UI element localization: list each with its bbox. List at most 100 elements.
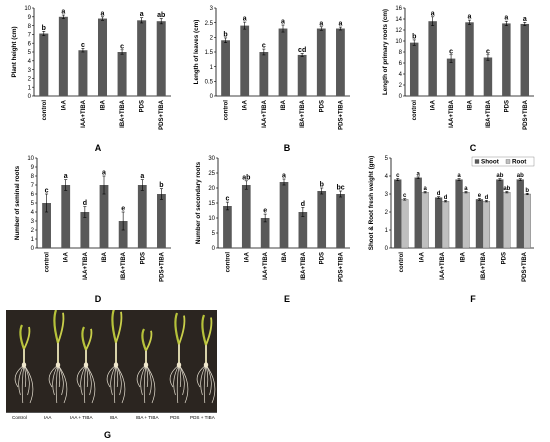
- photo-label: IAA + TIBA: [70, 415, 93, 420]
- panel-letter: B: [284, 143, 291, 153]
- seed: [143, 362, 149, 368]
- seedling-root: [178, 364, 189, 404]
- significance-letter: b: [223, 31, 227, 38]
- y-tick-label: 5: [385, 156, 389, 162]
- category-label: control: [224, 100, 230, 121]
- chart-panel-e: 0 5 10 15 20 25 30 Number of secondary roots con…: [195, 156, 350, 304]
- seedling-root: [52, 364, 59, 396]
- bar: [297, 54, 307, 96]
- seedling-root: [178, 364, 185, 396]
- y-tick-label: 8: [28, 24, 32, 30]
- bar: [221, 40, 230, 96]
- significance-letter: a: [523, 16, 527, 23]
- y-tick-label: 3: [210, 6, 214, 12]
- panel-letter: C: [470, 143, 477, 153]
- bar: [401, 199, 409, 249]
- significance-letter: d: [437, 191, 441, 197]
- category-label: control: [225, 252, 231, 273]
- y-tick-label: 2: [28, 77, 32, 83]
- bar: [156, 21, 166, 97]
- seedling-root: [200, 364, 207, 396]
- photo-label: IAA: [44, 415, 52, 420]
- seedling-root: [145, 364, 156, 404]
- y-tick-label: 0: [31, 246, 35, 252]
- y-tick-label: 4: [399, 72, 403, 78]
- panel-letter: F: [470, 294, 476, 304]
- bar: [336, 194, 345, 248]
- seedling-root: [57, 364, 68, 404]
- category-label: IBA+TIBA: [120, 99, 126, 128]
- y-tick-label: 25: [208, 171, 215, 177]
- seedling-root: [205, 364, 212, 396]
- y-tick-label: 0: [210, 94, 214, 100]
- seedling-leaf: [23, 326, 31, 350]
- significance-letter: a: [338, 21, 342, 28]
- category-label: IAA: [420, 251, 426, 262]
- y-tick-label: 0: [212, 246, 216, 252]
- category-label: IBA: [101, 99, 107, 110]
- category-label: IAA+TIBA: [263, 251, 269, 280]
- category-label: IAA+TIBA: [262, 99, 268, 128]
- significance-letter: c: [403, 193, 407, 199]
- seedling-root: [23, 364, 30, 396]
- photo-label: Control: [12, 415, 27, 420]
- bar: [278, 28, 288, 96]
- bar: [259, 52, 269, 96]
- seedling: [169, 312, 189, 404]
- y-tick-label: 1: [31, 237, 35, 243]
- photo-label: IBA: [110, 415, 118, 420]
- y-tick-label: 7: [31, 183, 35, 189]
- significance-letter: a: [61, 9, 65, 16]
- bar: [428, 21, 437, 97]
- photo-label: PDS: [170, 415, 180, 420]
- bar: [61, 185, 71, 248]
- significance-letter: bc: [336, 185, 344, 192]
- significance-letter: b: [320, 182, 324, 189]
- significance-letter: b: [159, 182, 163, 189]
- category-label: control: [45, 252, 51, 273]
- significance-letter: a: [140, 173, 144, 180]
- category-label: PDS+TIBA: [522, 251, 528, 282]
- bar: [336, 28, 345, 96]
- seedling-root: [145, 364, 152, 396]
- seedling-root: [173, 364, 180, 396]
- seedling: [48, 310, 68, 404]
- seedling-root: [14, 364, 25, 388]
- seedling-root: [83, 364, 87, 404]
- seed: [203, 362, 209, 368]
- y-tick-label: 8: [31, 174, 35, 180]
- y-tick-label: 6: [31, 192, 35, 198]
- significance-letter: c: [225, 196, 229, 203]
- significance-letter: a: [64, 173, 68, 180]
- bar: [394, 179, 402, 249]
- bar: [421, 192, 429, 249]
- category-label: PDS: [504, 100, 510, 112]
- significance-letter: c: [45, 188, 49, 195]
- y-tick-label: 2: [399, 83, 403, 89]
- seedling-root: [115, 364, 122, 396]
- seedling-leaf: [201, 314, 208, 346]
- y-axis-title: Number of secondary roots: [195, 161, 202, 244]
- seedling-root: [205, 364, 216, 404]
- y-tick-label: 0: [28, 94, 32, 100]
- category-label: control: [42, 100, 48, 121]
- seedling-root: [57, 364, 64, 396]
- significance-letter: a: [243, 16, 247, 23]
- y-axis-title: Number of seminal roots: [14, 165, 21, 240]
- significance-letter: d: [444, 195, 448, 201]
- y-tick-label: 6: [28, 41, 32, 47]
- category-label: IAA+TIBA: [81, 99, 87, 128]
- y-tick-label: 8: [399, 50, 403, 56]
- category-label: IBA+TIBA: [301, 251, 307, 280]
- category-label: PDS+TIBA: [523, 99, 529, 130]
- significance-letter: b: [525, 188, 529, 194]
- panel-letter: E: [284, 294, 290, 304]
- y-tick-label: 2: [210, 36, 214, 42]
- y-tick-label: 4: [28, 59, 32, 65]
- significance-letter: a: [281, 19, 285, 26]
- significance-letter: a: [504, 15, 508, 22]
- seedling: [14, 324, 34, 404]
- significance-letter: cd: [298, 47, 306, 54]
- bar: [157, 194, 166, 248]
